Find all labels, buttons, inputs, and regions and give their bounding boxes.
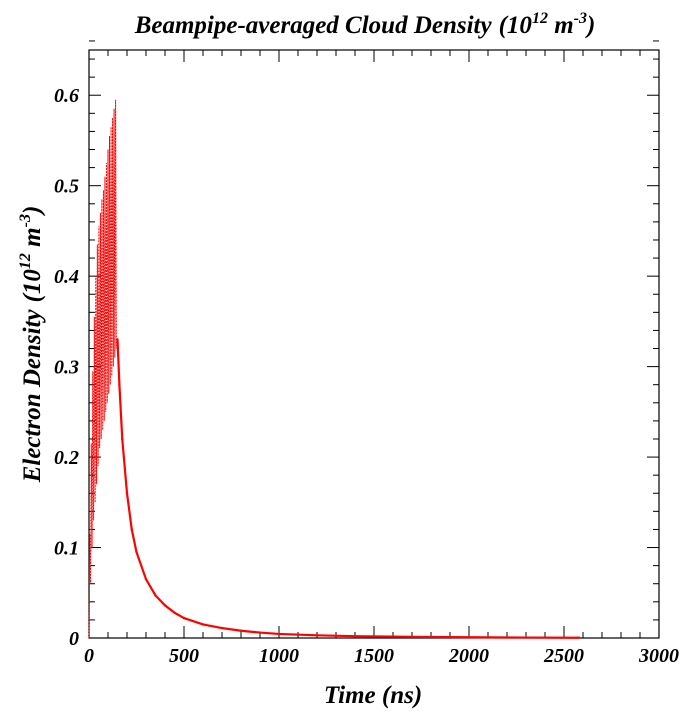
y-tick-label: 0.2: [54, 447, 79, 469]
series-point: [121, 437, 124, 441]
series-point: [353, 634, 357, 638]
x-axis-label: Time (ns): [324, 682, 422, 709]
x-tick-label: 2500: [543, 645, 584, 667]
y-tick-label: 0.1: [54, 538, 79, 560]
series-point: [524, 636, 528, 639]
series-group: [88, 99, 581, 639]
x-tick-label: 0: [84, 645, 94, 667]
y-tick-label: 0.4: [54, 266, 79, 288]
y-axis-label-unit-mid: m: [19, 227, 46, 253]
x-tick-label: 500: [169, 645, 199, 667]
y-axis-tick-labels: 0 0.1 0.2 0.3 0.4 0.5 0.6: [54, 85, 79, 650]
x-axis-tick-labels: 0 500 1000 1500 2000 2500 3000: [84, 645, 679, 667]
series-point: [118, 383, 121, 386]
series-point: [135, 550, 138, 554]
y-tick-label: 0.5: [54, 176, 79, 198]
chart-title-unit-prefix: (10: [499, 12, 533, 39]
y-axis-label-unit-suffix: ): [19, 206, 46, 216]
y-axis-label-unit-exp2: -3: [17, 214, 34, 227]
y-axis-label-unit-prefix: (10: [19, 269, 46, 303]
series-point: [125, 492, 129, 495]
x-tick-label: 3000: [638, 645, 679, 667]
x-tick-label: 1000: [259, 645, 299, 667]
y-axis-label: Electron Density (1012 m-3): [17, 206, 46, 484]
series-point: [154, 594, 157, 597]
series-line-decay: [116, 339, 580, 639]
x-tick-label: 2000: [448, 645, 489, 667]
chart-title-unit-exp2: -3: [574, 10, 587, 27]
y-tick-label: 0.3: [54, 357, 79, 379]
y-axis-label-unit-exp1: 12: [17, 253, 34, 269]
series-point: [144, 578, 148, 581]
chart-title-main: Beampipe-averaged Cloud Density: [134, 12, 493, 39]
series-point: [173, 611, 176, 614]
series-point: [239, 629, 243, 632]
x-axis-ticks: [88, 50, 660, 638]
chart-title-unit-exp1: 12: [532, 10, 548, 27]
series-point: [467, 636, 471, 639]
series-point: [163, 604, 167, 607]
series-line-oscillation: [88, 99, 117, 639]
chart-title-unit-mid: m: [548, 12, 574, 39]
series-point: [116, 338, 119, 341]
series-point: [258, 631, 262, 634]
series-point: [130, 528, 133, 531]
x-tick-label: 1500: [354, 645, 394, 667]
series-point: [201, 623, 205, 626]
y-tick-label: 0.6: [54, 85, 79, 107]
series-point: [182, 616, 186, 620]
series-point: [410, 635, 414, 639]
series-point: [220, 626, 224, 630]
plot-frame: [88, 49, 660, 639]
series-point: [315, 634, 319, 637]
chart-title-unit-suffix: ): [585, 12, 595, 39]
y-axis-ticks: [89, 40, 659, 639]
y-tick-label: 0: [69, 628, 79, 650]
chart-title: Beampipe-averaged Cloud Density (1012 m-3…: [134, 10, 596, 39]
y-axis-label-main: Electron Density: [19, 308, 46, 483]
series-point: [578, 636, 581, 639]
series-point: [277, 632, 281, 636]
